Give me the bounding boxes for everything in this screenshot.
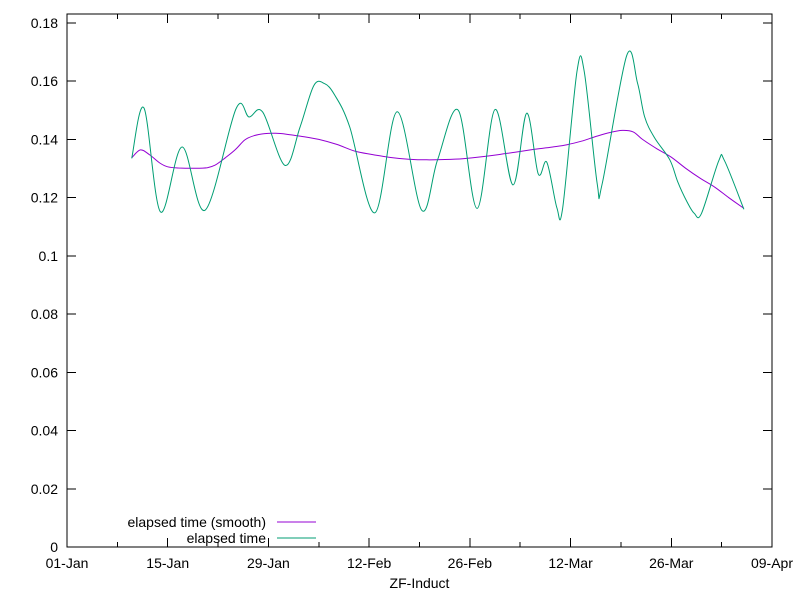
series-line-elapsed-time-smooth- <box>131 129 745 209</box>
y-tick-label: 0.08 <box>31 306 58 322</box>
x-tick-label: 12-Mar <box>548 555 593 571</box>
x-tick-label: 15-Jan <box>146 555 189 571</box>
y-tick-label: 0.04 <box>31 423 58 439</box>
y-tick-label: 0.02 <box>31 481 58 497</box>
x-tick-label: 29-Jan <box>247 555 290 571</box>
x-tick-label: 26-Feb <box>448 555 493 571</box>
y-tick-label: 0.18 <box>31 15 58 31</box>
x-axis-title: ZF-Induct <box>389 575 450 591</box>
x-tick-label: 09-Apr <box>751 555 793 571</box>
x-tick-label: 26-Mar <box>649 555 694 571</box>
legend-label-elapsed-time-smooth-: elapsed time (smooth) <box>127 514 266 530</box>
y-tick-label: 0.06 <box>31 364 58 380</box>
y-tick-label: 0.1 <box>39 248 59 264</box>
y-tick-label: 0 <box>50 539 58 555</box>
y-tick-label: 0.12 <box>31 190 58 206</box>
x-tick-label: 12-Feb <box>347 555 392 571</box>
y-tick-label: 0.16 <box>31 73 58 89</box>
y-tick-label: 0.14 <box>31 131 58 147</box>
x-tick-label: 01-Jan <box>46 555 89 571</box>
plot-border <box>66 13 773 548</box>
legend-label-elapsed-time: elapsed time <box>187 530 267 546</box>
series-line-elapsed-time <box>131 50 745 221</box>
